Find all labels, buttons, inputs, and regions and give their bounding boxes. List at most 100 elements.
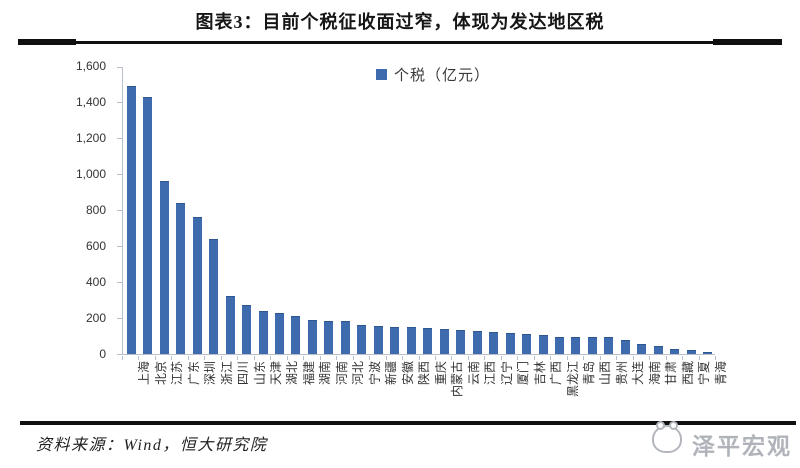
x-tick-mark bbox=[154, 356, 156, 360]
x-tick-mark bbox=[599, 356, 601, 360]
x-tick-mark bbox=[451, 356, 453, 360]
y-tick-mark bbox=[117, 318, 122, 319]
title-divider-right-cap bbox=[713, 39, 782, 45]
y-tick-mark bbox=[117, 282, 122, 283]
x-tick-mark bbox=[220, 356, 222, 360]
watermark-text: 泽平宏观 bbox=[692, 433, 792, 459]
x-tick-label-陕西: 陕西 bbox=[417, 361, 432, 386]
x-tick-mark bbox=[632, 356, 634, 360]
y-tick-mark bbox=[117, 210, 122, 211]
x-tick-label-福建: 福建 bbox=[301, 361, 316, 386]
x-tick-mark bbox=[385, 356, 387, 360]
x-tick-label-云南: 云南 bbox=[466, 361, 481, 386]
x-tick-mark bbox=[484, 356, 486, 360]
x-tick-label-吉林: 吉林 bbox=[532, 361, 547, 386]
x-tick-mark bbox=[319, 356, 321, 360]
x-tick-mark bbox=[517, 356, 519, 360]
bar-宁波 bbox=[357, 324, 367, 354]
x-tick-mark bbox=[352, 356, 354, 360]
bar-广东 bbox=[176, 202, 186, 354]
x-tick-label-江西: 江西 bbox=[483, 361, 498, 386]
title-divider bbox=[18, 41, 782, 44]
bar-上海 bbox=[126, 85, 136, 354]
y-tick-label: 200 bbox=[85, 311, 106, 325]
x-tick-mark bbox=[369, 356, 371, 360]
x-tick-label-甘肃: 甘肃 bbox=[664, 361, 679, 386]
legend-label: 个税（亿元） bbox=[394, 66, 491, 84]
x-tick-label-四川: 四川 bbox=[236, 361, 251, 386]
x-tick-label-广东: 广东 bbox=[186, 361, 201, 386]
x-tick-label-新疆: 新疆 bbox=[384, 361, 399, 386]
legend-swatch-icon bbox=[376, 68, 387, 80]
x-tick-label-重庆: 重庆 bbox=[433, 361, 448, 386]
x-tick-mark bbox=[533, 356, 535, 360]
x-tick-mark bbox=[566, 356, 568, 360]
x-tick-label-内蒙古: 内蒙古 bbox=[450, 361, 465, 398]
x-tick-label-大连: 大连 bbox=[631, 361, 646, 386]
zeping-logo-icon bbox=[652, 421, 682, 453]
bar-青海 bbox=[703, 351, 713, 354]
bar-青岛 bbox=[571, 337, 581, 354]
bar-黑龙江 bbox=[555, 336, 564, 354]
x-tick-label-海南: 海南 bbox=[647, 361, 662, 386]
logo-ear-icon bbox=[656, 421, 665, 430]
bar-云南 bbox=[456, 329, 466, 354]
x-tick-label-广西: 广西 bbox=[549, 361, 564, 386]
bar-四川 bbox=[225, 295, 235, 354]
y-tick-label: 1,600 bbox=[75, 59, 106, 73]
x-tick-label-安徽: 安徽 bbox=[400, 361, 415, 386]
y-tick-mark bbox=[117, 67, 122, 68]
x-tick-mark bbox=[270, 356, 272, 360]
x-tick-mark bbox=[204, 356, 206, 360]
x-tick-mark bbox=[402, 356, 404, 360]
y-tick-label: 1,000 bbox=[75, 167, 106, 181]
x-tick-label-江苏: 江苏 bbox=[170, 361, 185, 386]
bar-安徽 bbox=[390, 327, 400, 354]
x-tick-mark bbox=[138, 356, 140, 360]
x-tick-label-河北: 河北 bbox=[351, 361, 366, 386]
bar-重庆 bbox=[423, 327, 433, 354]
title-divider-left-cap bbox=[18, 39, 76, 45]
x-tick-mark bbox=[303, 356, 305, 360]
bar-山西 bbox=[587, 337, 597, 354]
bar-吉林 bbox=[522, 334, 532, 354]
bar-浙江 bbox=[209, 238, 219, 354]
bar-福建 bbox=[291, 316, 301, 354]
bar-河北 bbox=[340, 321, 350, 354]
x-tick-mark bbox=[550, 356, 552, 360]
bar-大连 bbox=[620, 339, 630, 354]
x-tick-label-贵州: 贵州 bbox=[614, 361, 629, 386]
bar-贵州 bbox=[604, 337, 614, 354]
chart-legend: 个税（亿元） bbox=[376, 64, 490, 84]
x-tick-label-河南: 河南 bbox=[334, 361, 349, 386]
bar-河南 bbox=[324, 320, 334, 354]
x-tick-mark bbox=[418, 356, 420, 360]
x-tick-label-西藏: 西藏 bbox=[680, 361, 695, 386]
x-tick-label-湖北: 湖北 bbox=[285, 361, 300, 386]
x-tick-mark bbox=[715, 356, 716, 360]
x-tick-label-天津: 天津 bbox=[269, 361, 283, 386]
x-tick-label-辽宁: 辽宁 bbox=[499, 361, 514, 386]
x-tick-label-厦门: 厦门 bbox=[516, 361, 531, 386]
x-tick-mark bbox=[616, 356, 618, 360]
x-tick-label-浙江: 浙江 bbox=[219, 361, 234, 386]
x-tick-mark bbox=[187, 356, 189, 360]
x-tick-mark bbox=[583, 356, 585, 360]
bar-海南 bbox=[637, 344, 647, 354]
y-tick-label: 0 bbox=[99, 347, 106, 361]
bar-山东 bbox=[242, 305, 252, 354]
y-tick-mark bbox=[117, 174, 122, 175]
bar-江苏 bbox=[159, 181, 169, 354]
x-tick-label-宁夏: 宁夏 bbox=[697, 361, 712, 386]
x-tick-mark bbox=[336, 356, 338, 360]
y-tick-mark bbox=[117, 102, 122, 103]
data-source-note: 资料来源：Wind，恒大研究院 bbox=[36, 437, 268, 454]
x-tick-mark bbox=[649, 356, 651, 360]
logo-ear-icon bbox=[669, 421, 678, 430]
bar-甘肃 bbox=[653, 345, 663, 354]
x-tick-mark bbox=[122, 356, 123, 360]
x-tick-label-宁波: 宁波 bbox=[367, 361, 382, 386]
bar-辽宁 bbox=[489, 332, 499, 354]
bar-湖北 bbox=[274, 312, 284, 354]
bar-江西 bbox=[472, 330, 482, 354]
